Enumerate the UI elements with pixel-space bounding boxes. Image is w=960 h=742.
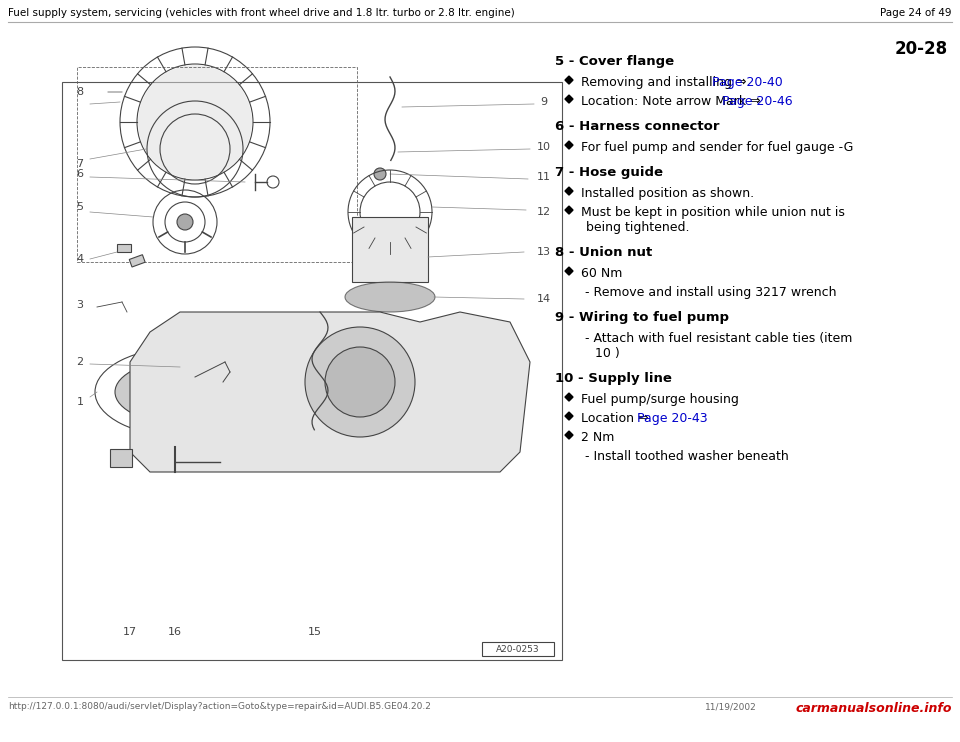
Circle shape — [325, 347, 395, 417]
Polygon shape — [565, 187, 573, 195]
Text: - Attach with fuel resistant cable ties (item: - Attach with fuel resistant cable ties … — [585, 332, 852, 345]
Ellipse shape — [135, 368, 235, 416]
Text: Page 20-46: Page 20-46 — [722, 95, 793, 108]
Text: 7: 7 — [77, 159, 84, 169]
Ellipse shape — [115, 360, 255, 424]
Text: 15: 15 — [308, 627, 322, 637]
Polygon shape — [565, 393, 573, 401]
Text: Page 20-43: Page 20-43 — [636, 412, 708, 425]
Polygon shape — [565, 76, 573, 84]
Polygon shape — [565, 267, 573, 275]
Text: - Install toothed washer beneath: - Install toothed washer beneath — [585, 450, 789, 463]
Text: 10 - Supply line: 10 - Supply line — [555, 372, 672, 385]
Text: 13: 13 — [537, 247, 551, 257]
Text: 1: 1 — [77, 397, 84, 407]
Polygon shape — [565, 141, 573, 149]
Text: 8 - Union nut: 8 - Union nut — [555, 246, 652, 259]
Text: 6 - Harness connector: 6 - Harness connector — [555, 120, 719, 133]
Text: 14: 14 — [537, 294, 551, 304]
Text: 9 - Wiring to fuel pump: 9 - Wiring to fuel pump — [555, 311, 729, 324]
Circle shape — [138, 65, 252, 179]
Bar — [482, 642, 554, 656]
Polygon shape — [565, 95, 573, 103]
Bar — [130, 255, 145, 267]
Text: Location ⇒: Location ⇒ — [581, 412, 653, 425]
Bar — [110, 449, 132, 467]
Text: 11: 11 — [537, 172, 551, 182]
Text: 5: 5 — [77, 202, 84, 212]
Text: 10: 10 — [537, 142, 551, 152]
Circle shape — [177, 214, 193, 230]
Polygon shape — [130, 312, 530, 472]
Text: 2: 2 — [77, 357, 84, 367]
Text: 8: 8 — [77, 87, 84, 97]
Text: 16: 16 — [168, 627, 182, 637]
Text: Page 20-40: Page 20-40 — [712, 76, 783, 89]
Text: 2 Nm: 2 Nm — [581, 431, 614, 444]
Text: http://127.0.0.1:8080/audi/servlet/Display?action=Goto&type=repair&id=AUDI.B5.GE: http://127.0.0.1:8080/audi/servlet/Displ… — [8, 702, 431, 711]
Text: 10 ): 10 ) — [595, 347, 620, 360]
Bar — [117, 244, 131, 252]
Text: Fuel supply system, servicing (vehicles with front wheel drive and 1.8 ltr. turb: Fuel supply system, servicing (vehicles … — [8, 8, 515, 18]
Text: 60 Nm: 60 Nm — [581, 267, 622, 280]
Text: 6: 6 — [77, 169, 84, 179]
Text: 7 - Hose guide: 7 - Hose guide — [555, 166, 663, 179]
Text: carmanualsonline.info: carmanualsonline.info — [796, 702, 952, 715]
Polygon shape — [565, 206, 573, 214]
Text: 3: 3 — [77, 300, 84, 310]
Text: being tightened.: being tightened. — [586, 221, 689, 234]
Text: 12: 12 — [537, 207, 551, 217]
Text: For fuel pump and sender for fuel gauge -G: For fuel pump and sender for fuel gauge … — [581, 141, 853, 154]
Bar — [352, 217, 428, 282]
Text: 5 - Cover flange: 5 - Cover flange — [555, 55, 674, 68]
Ellipse shape — [345, 282, 435, 312]
Bar — [77, 67, 357, 262]
Text: Must be kept in position while union nut is: Must be kept in position while union nut… — [581, 206, 845, 219]
Text: 9: 9 — [540, 97, 547, 107]
Text: 17: 17 — [123, 627, 137, 637]
Text: 11/19/2002: 11/19/2002 — [705, 702, 756, 711]
Text: 20-28: 20-28 — [895, 40, 948, 58]
Text: Removing and installing ⇒: Removing and installing ⇒ — [581, 76, 751, 89]
Polygon shape — [565, 412, 573, 420]
Circle shape — [305, 327, 415, 437]
Text: Installed position as shown.: Installed position as shown. — [581, 187, 755, 200]
Text: Page 24 of 49: Page 24 of 49 — [880, 8, 952, 18]
Polygon shape — [565, 431, 573, 439]
Bar — [62, 82, 562, 660]
Text: Fuel pump/surge housing: Fuel pump/surge housing — [581, 393, 739, 406]
Circle shape — [374, 168, 386, 180]
Text: - Remove and install using 3217 wrench: - Remove and install using 3217 wrench — [585, 286, 836, 299]
Text: A20-0253: A20-0253 — [496, 645, 540, 654]
Text: 4: 4 — [77, 254, 84, 264]
Text: Location: Note arrow Mark ⇒: Location: Note arrow Mark ⇒ — [581, 95, 764, 108]
